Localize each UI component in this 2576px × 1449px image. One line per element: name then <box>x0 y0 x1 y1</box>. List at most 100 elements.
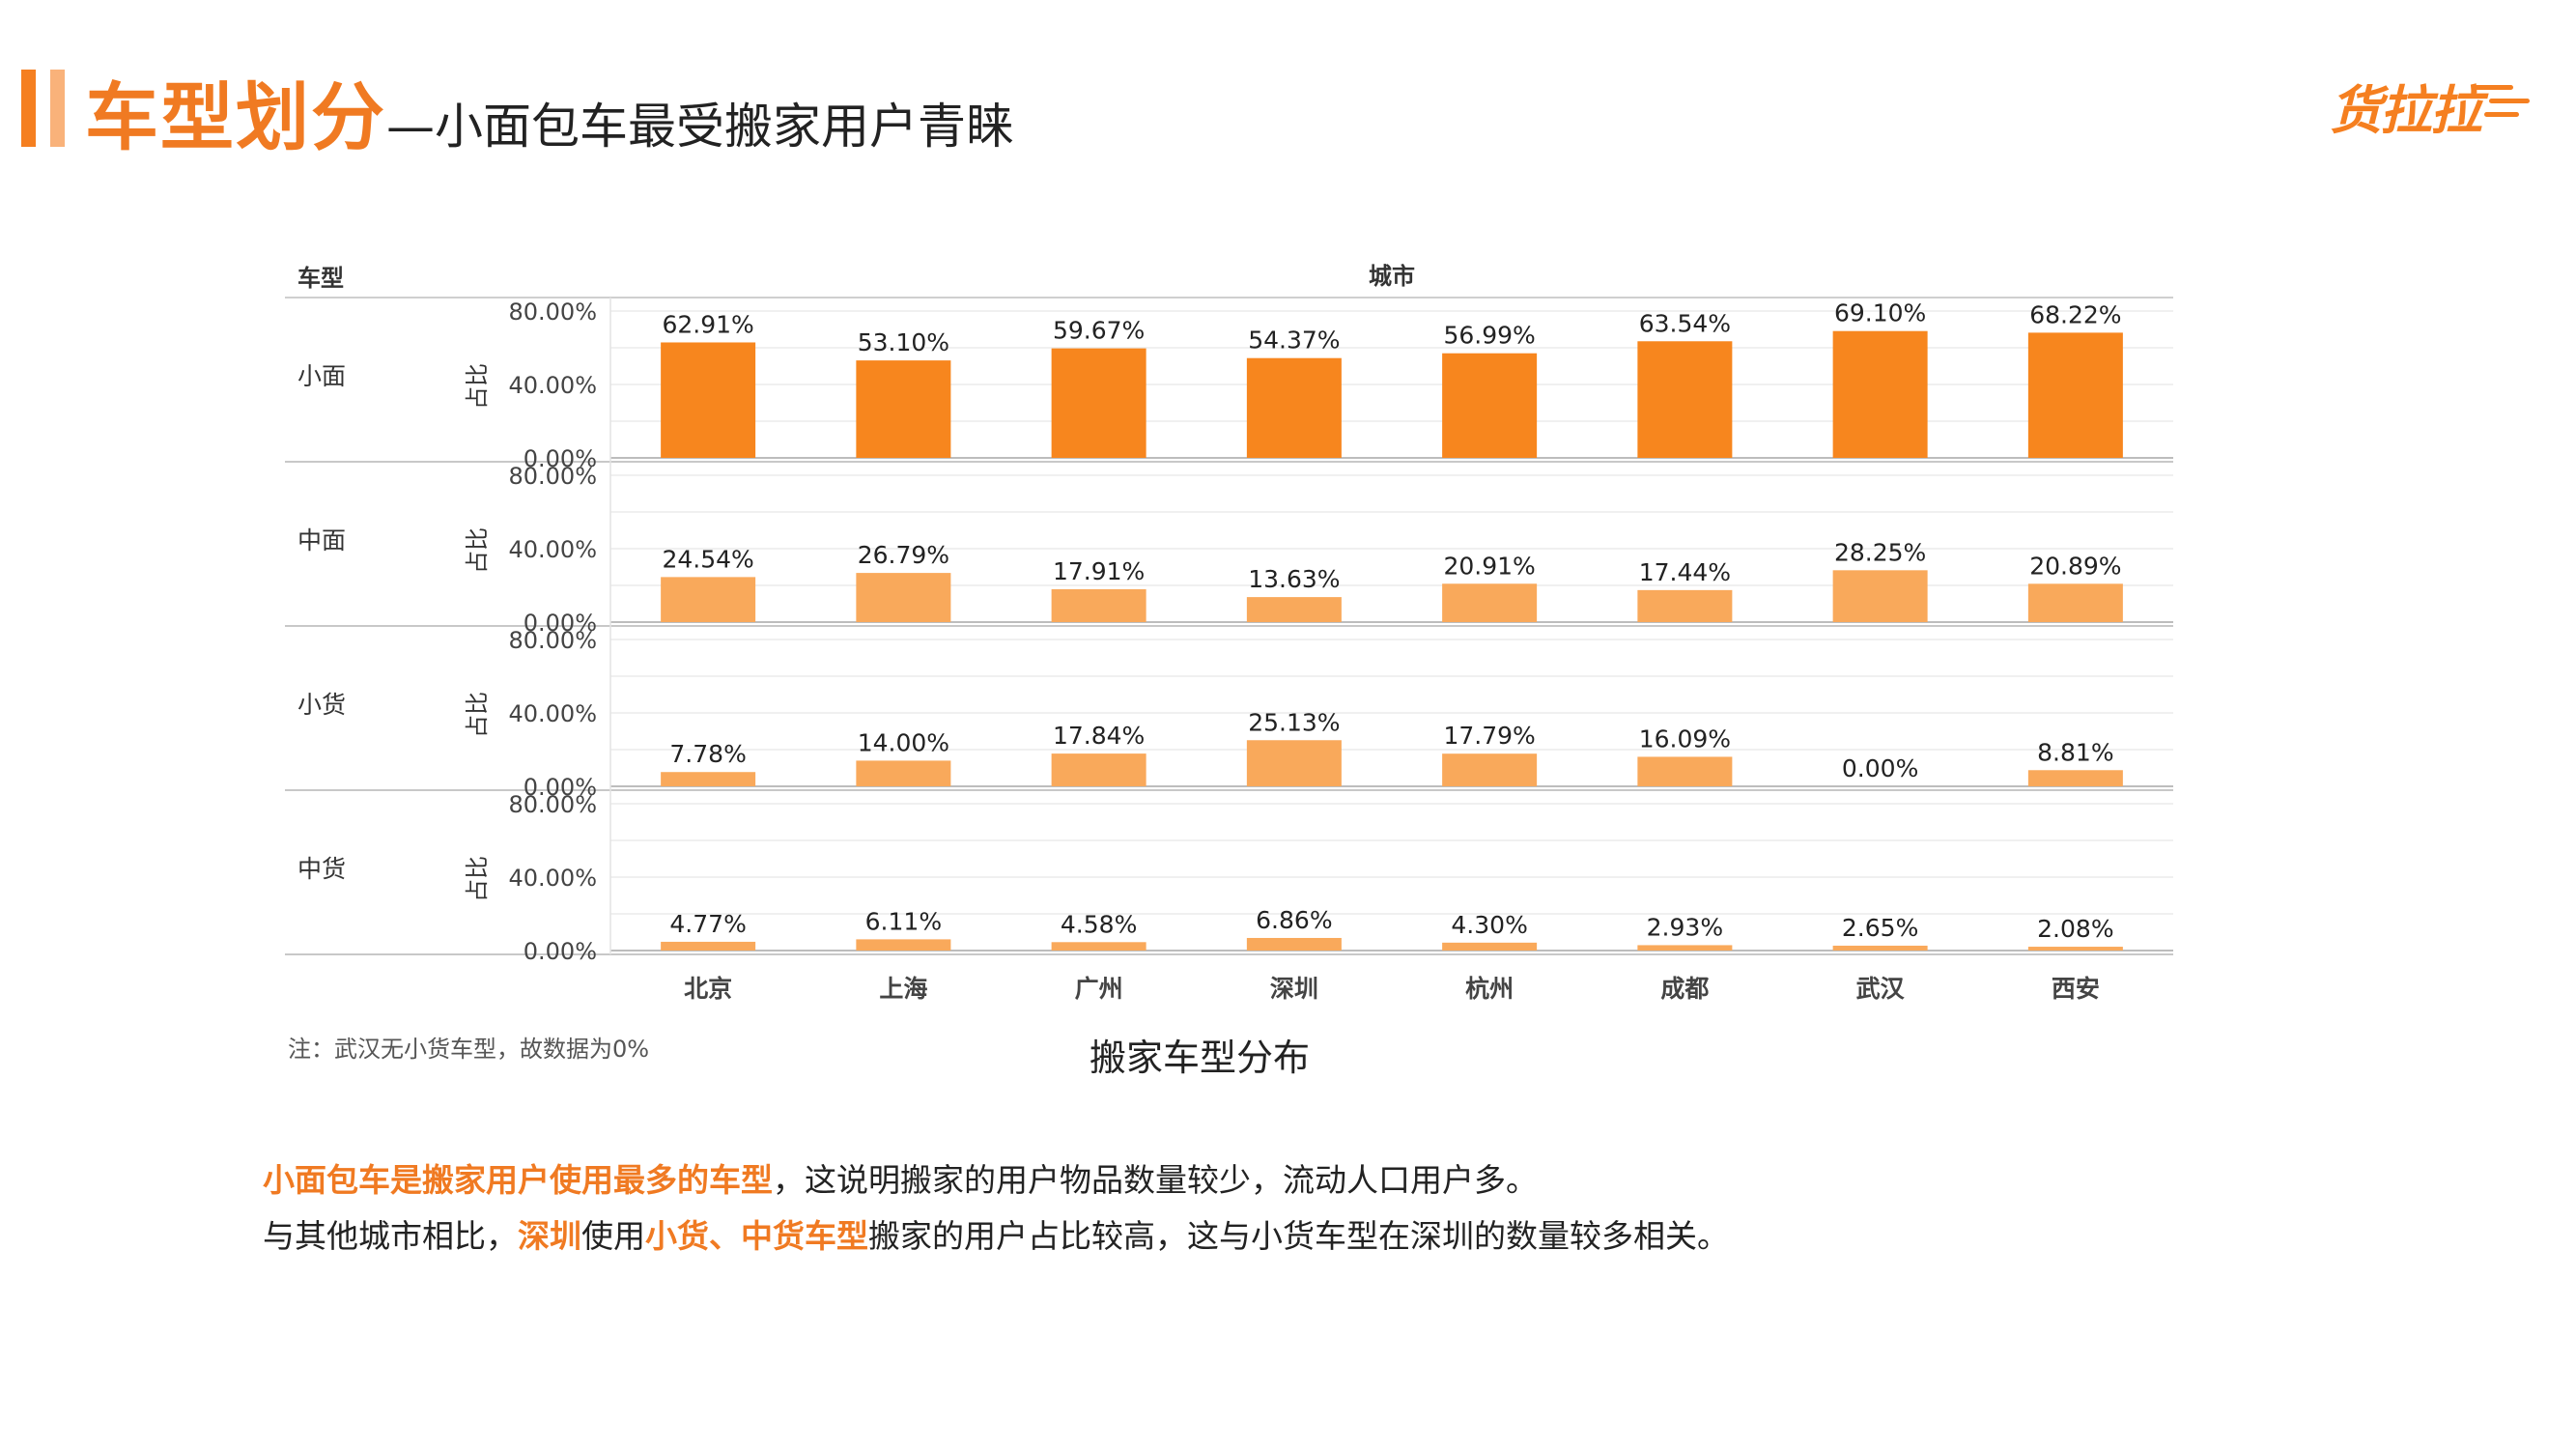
chart-title: 搬家车型分布 <box>1090 1037 1311 1079</box>
summary-highlight: 小货、中货车型 <box>645 1217 868 1255</box>
data-label: 63.54% <box>1639 309 1731 337</box>
data-label: 17.91% <box>1053 557 1145 585</box>
title-accent-bar-light <box>50 70 65 147</box>
data-label: 7.78% <box>669 740 746 768</box>
data-label: 8.81% <box>2037 738 2113 766</box>
data-label: 16.09% <box>1639 724 1731 753</box>
x-tick-label: 杭州 <box>1465 975 1514 1003</box>
x-tick-label: 武汉 <box>1856 975 1906 1003</box>
y-tick-label: 80.00% <box>508 298 597 326</box>
data-label: 59.67% <box>1053 317 1145 345</box>
x-tick-label: 深圳 <box>1270 975 1318 1003</box>
logo-speed-line <box>2484 112 2519 117</box>
data-label: 20.91% <box>1443 552 1535 580</box>
data-label: 56.99% <box>1443 322 1535 350</box>
data-label: 6.86% <box>1256 906 1332 934</box>
data-label: 2.08% <box>2037 915 2113 943</box>
bar <box>2027 947 2123 951</box>
bar <box>1637 756 1733 786</box>
data-label: 0.00% <box>1842 754 1918 782</box>
bar <box>1051 588 1146 622</box>
summary-line-2: 与其他城市相比，深圳使用小货、中货车型搬家的用户占比较高，这与小货车型在深圳的数… <box>263 1215 1729 1258</box>
bar <box>1832 330 1928 458</box>
bar <box>1051 942 1146 951</box>
row-header-label: 车型 <box>297 265 344 292</box>
summary-text: ，这说明搬家的用户物品数量较少，流动人口用户多。 <box>773 1161 1538 1199</box>
logo-speed-line <box>2489 99 2530 103</box>
bar <box>1246 740 1342 786</box>
y-tick-label: 40.00% <box>508 700 597 727</box>
row-label: 中面 <box>297 526 346 554</box>
logo-speed-line <box>2475 85 2513 90</box>
row-label: 小货 <box>297 691 346 719</box>
summary-text: 搬家的用户占比较高，这与小货车型在深圳的数量较多相关。 <box>868 1217 1729 1255</box>
data-label: 54.37% <box>1248 327 1340 355</box>
bar <box>1051 348 1146 458</box>
bar <box>2027 770 2123 786</box>
summary-text: 与其他城市相比， <box>263 1217 518 1255</box>
data-label: 13.63% <box>1248 565 1340 593</box>
summary-highlight: 小面包车是搬家用户使用最多的车型 <box>263 1161 773 1199</box>
bar <box>856 360 951 458</box>
data-label: 69.10% <box>1834 299 1926 327</box>
y-axis-label: 占比 <box>464 363 491 410</box>
title-accent-bar-dark <box>21 70 36 147</box>
bar <box>1246 937 1342 951</box>
y-tick-label: 80.00% <box>508 463 597 490</box>
summary-text: 使用 <box>581 1217 645 1255</box>
bar <box>2027 332 2123 458</box>
y-axis-label: 占比 <box>464 527 491 574</box>
bar <box>1442 753 1538 786</box>
y-tick-label: 40.00% <box>508 536 597 563</box>
data-label: 4.58% <box>1061 910 1137 938</box>
bar <box>1246 357 1342 458</box>
x-tick-label: 广州 <box>1075 975 1123 1003</box>
bar <box>2027 583 2123 622</box>
bar <box>661 772 756 786</box>
bar <box>856 760 951 786</box>
data-label: 4.30% <box>1451 911 1527 939</box>
brand-logo: 货拉拉 <box>2330 68 2530 141</box>
y-axis-label: 占比 <box>464 692 491 738</box>
data-label: 68.22% <box>2029 300 2121 328</box>
bar <box>1051 753 1146 786</box>
y-tick-label: 0.00% <box>524 774 597 801</box>
y-tick-label: 0.00% <box>524 938 597 965</box>
data-label: 62.91% <box>662 310 753 338</box>
y-tick-label: 40.00% <box>508 372 597 399</box>
brand-logo-text: 货拉拉 <box>2330 80 2482 141</box>
summary-highlight: 深圳 <box>518 1217 581 1255</box>
data-label: 6.11% <box>865 907 942 935</box>
y-tick-label: 80.00% <box>508 791 597 818</box>
column-header-label: 城市 <box>1369 263 1415 290</box>
bar <box>1832 570 1928 622</box>
data-label: 17.44% <box>1639 558 1731 586</box>
y-tick-label: 0.00% <box>524 610 597 637</box>
bar <box>856 573 951 622</box>
bar <box>661 342 756 458</box>
bar <box>1442 942 1538 951</box>
y-tick-label: 40.00% <box>508 865 597 892</box>
x-tick-label: 成都 <box>1660 975 1709 1003</box>
x-tick-label: 北京 <box>684 975 732 1003</box>
bar <box>1637 945 1733 951</box>
bar <box>856 939 951 951</box>
page-title-main: 车型划分 <box>85 74 386 160</box>
page-title-sub: —小面包车最受搬家用户青睐 <box>386 99 1014 155</box>
x-tick-label: 西安 <box>2052 975 2100 1003</box>
data-label: 26.79% <box>858 541 949 569</box>
bar <box>661 577 756 622</box>
bar <box>1637 341 1733 458</box>
data-label: 28.25% <box>1834 538 1926 566</box>
chart-note: 注：武汉无小货车型，故数据为0% <box>288 1036 650 1063</box>
summary-line-1: 小面包车是搬家用户使用最多的车型，这说明搬家的用户物品数量较少，流动人口用户多。 <box>263 1159 1538 1202</box>
y-tick-label: 0.00% <box>524 445 597 472</box>
data-label: 20.89% <box>2029 552 2121 580</box>
y-axis-label: 占比 <box>464 856 491 902</box>
bar <box>1637 589 1733 622</box>
bar <box>1442 583 1538 622</box>
bar <box>661 941 756 951</box>
row-label: 中货 <box>297 855 346 883</box>
x-tick-label: 上海 <box>879 975 927 1003</box>
